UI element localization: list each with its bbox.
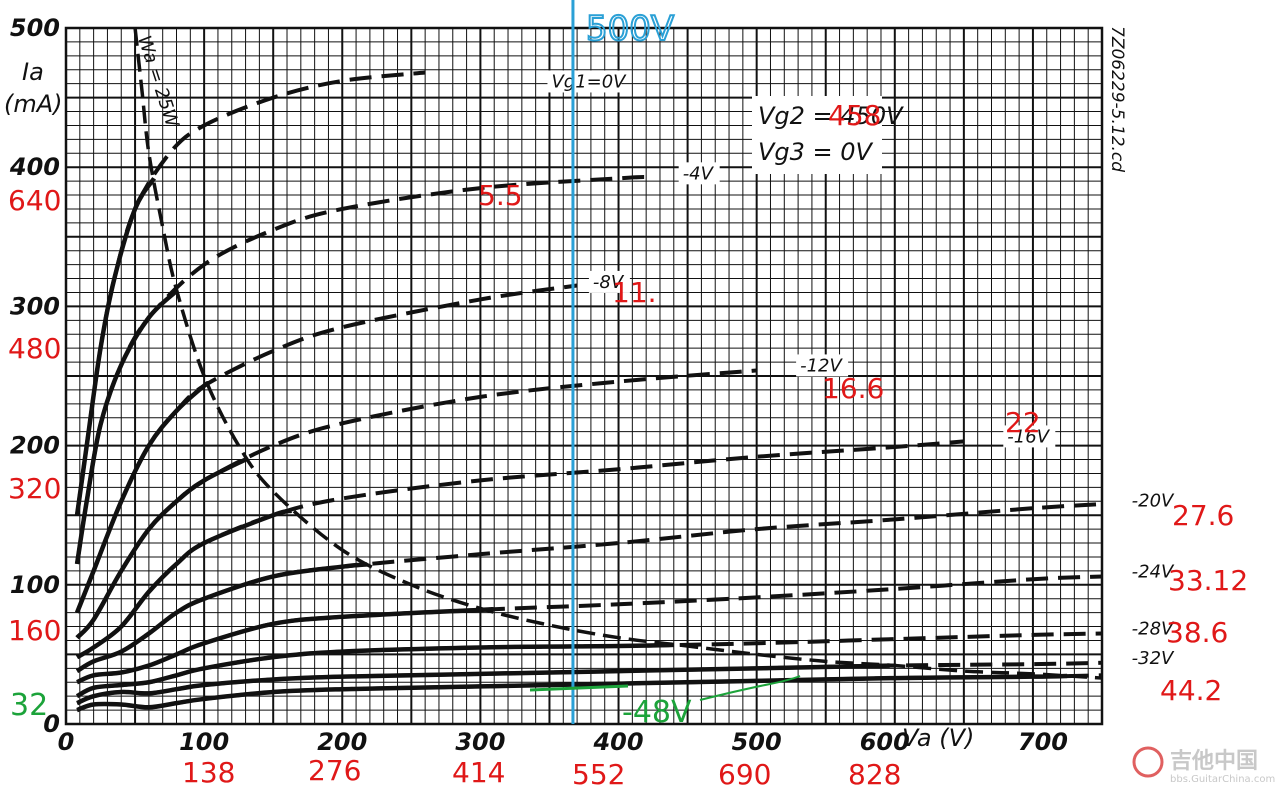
curve-label-bg: [547, 70, 622, 93]
red-note: 480: [8, 332, 61, 365]
x-tick-label: 400: [592, 728, 643, 756]
red-note: 828: [848, 758, 901, 791]
x-tick-label: 500: [732, 728, 782, 756]
red-handwritten-notes: 6404803201604585.511.16.62227.633.1238.6…: [8, 99, 1248, 791]
red-note: 138: [182, 756, 235, 789]
anode-curve-solid: [75, 642, 675, 699]
x-tick-label: 100: [179, 728, 229, 756]
y-tick-label: 100: [10, 571, 60, 599]
watermark-logo-icon: [1132, 746, 1164, 778]
curve-label: -24V: [1132, 561, 1175, 582]
x-axis-label: Va (V): [902, 724, 974, 752]
y-tick-label: 500: [10, 14, 60, 42]
reference-code: 7Z06229-5.12.cd: [1107, 26, 1127, 172]
red-note: 27.6: [1172, 499, 1234, 532]
red-note: 5.5: [478, 179, 523, 212]
y-tick-label: 400: [9, 153, 60, 181]
red-note: 38.6: [1166, 616, 1228, 649]
watermark-url: bbs.GuitarChina.com: [1170, 774, 1275, 785]
green-underline: [529, 684, 629, 692]
green-note: -48V: [622, 695, 692, 730]
curve-label-bg: [796, 354, 849, 377]
y-axis-unit: (mA): [4, 90, 63, 118]
red-note: 414: [452, 756, 505, 789]
watermark-text: 吉他中国: [1170, 748, 1258, 774]
y-tick-label: 300: [10, 292, 60, 320]
red-note: 320: [8, 472, 61, 505]
anode-curve-solid: [76, 607, 495, 685]
anode-curve-solid: [75, 456, 249, 640]
x-tick-label: 700: [1018, 728, 1068, 756]
curve-label: -12V: [800, 355, 843, 376]
red-note: 160: [8, 614, 61, 647]
red-note: 11.: [612, 276, 657, 309]
y-axis-tick-labels: 0 100 200 300 400 500: [9, 14, 60, 738]
green-stroke: [699, 675, 801, 701]
red-note: 44.2: [1160, 674, 1222, 707]
green-note: 32: [10, 688, 48, 723]
watermark: 吉他中国 bbs.GuitarChina.com: [1132, 746, 1275, 785]
y-axis-symbol: Ia: [22, 58, 44, 86]
curve-label: -8V: [593, 272, 625, 293]
anode-curve-solid: [74, 289, 179, 565]
y-tick-label: 200: [10, 432, 60, 460]
x-tick-label: 600: [860, 728, 910, 756]
anode-curve-solid: [75, 508, 292, 660]
x-axis-tick-labels: 0 100 200 300 400 500 600 700: [58, 728, 1068, 756]
x-tick-label: 0: [58, 728, 75, 756]
plot-frame: [64, 26, 1104, 726]
anode-curve-solid: [75, 562, 368, 674]
anode-curve-solid: [74, 381, 210, 614]
red-note: 552: [572, 758, 625, 791]
anode-curve-solid: [76, 663, 890, 706]
curve-label-bg: [1003, 425, 1056, 448]
anode-curves: [74, 70, 1103, 713]
curve-label: -20V: [1132, 490, 1175, 511]
red-note: 22: [1005, 406, 1041, 439]
anode-curve-solid: [76, 673, 1068, 713]
curve-label: Vg1=0V: [551, 71, 627, 92]
x-tick-label: 300: [455, 728, 505, 756]
conditions-box: [752, 96, 882, 174]
curve-label-bg: [588, 270, 630, 293]
curve-label-bg: [1127, 489, 1180, 512]
curve-label-bg: [1127, 617, 1180, 640]
blue-annotation: 500V: [586, 9, 674, 49]
x-tick-label: 200: [317, 728, 367, 756]
curve-label-bg: [1127, 560, 1180, 583]
curve-label: -32V: [1132, 648, 1175, 669]
curve-label: -16V: [1007, 426, 1050, 447]
curve-label-bg: [678, 162, 720, 185]
y-tick-label: 0: [43, 710, 60, 738]
condition-vg2: Vg2 = 450V: [758, 102, 904, 130]
red-note: 458: [828, 99, 881, 132]
grid-voltage-labels: Vg1=0V -4V -8V -12V -16V -20V -24V -28V -32V: [547, 70, 1180, 669]
red-note: 33.12: [1168, 564, 1248, 597]
anode-curve-solid: [74, 177, 156, 516]
red-note: 640: [8, 184, 61, 217]
red-note: 276: [308, 754, 361, 787]
green-handwritten-notes: 32 -48V: [10, 688, 692, 730]
curve-label: -28V: [1132, 619, 1175, 640]
curve-label-bg: [1127, 646, 1180, 669]
red-note: 16.6: [822, 372, 884, 405]
curve-label: -4V: [683, 163, 715, 184]
red-note: 690: [718, 758, 771, 791]
condition-vg3: Vg3 = 0V: [758, 138, 874, 166]
